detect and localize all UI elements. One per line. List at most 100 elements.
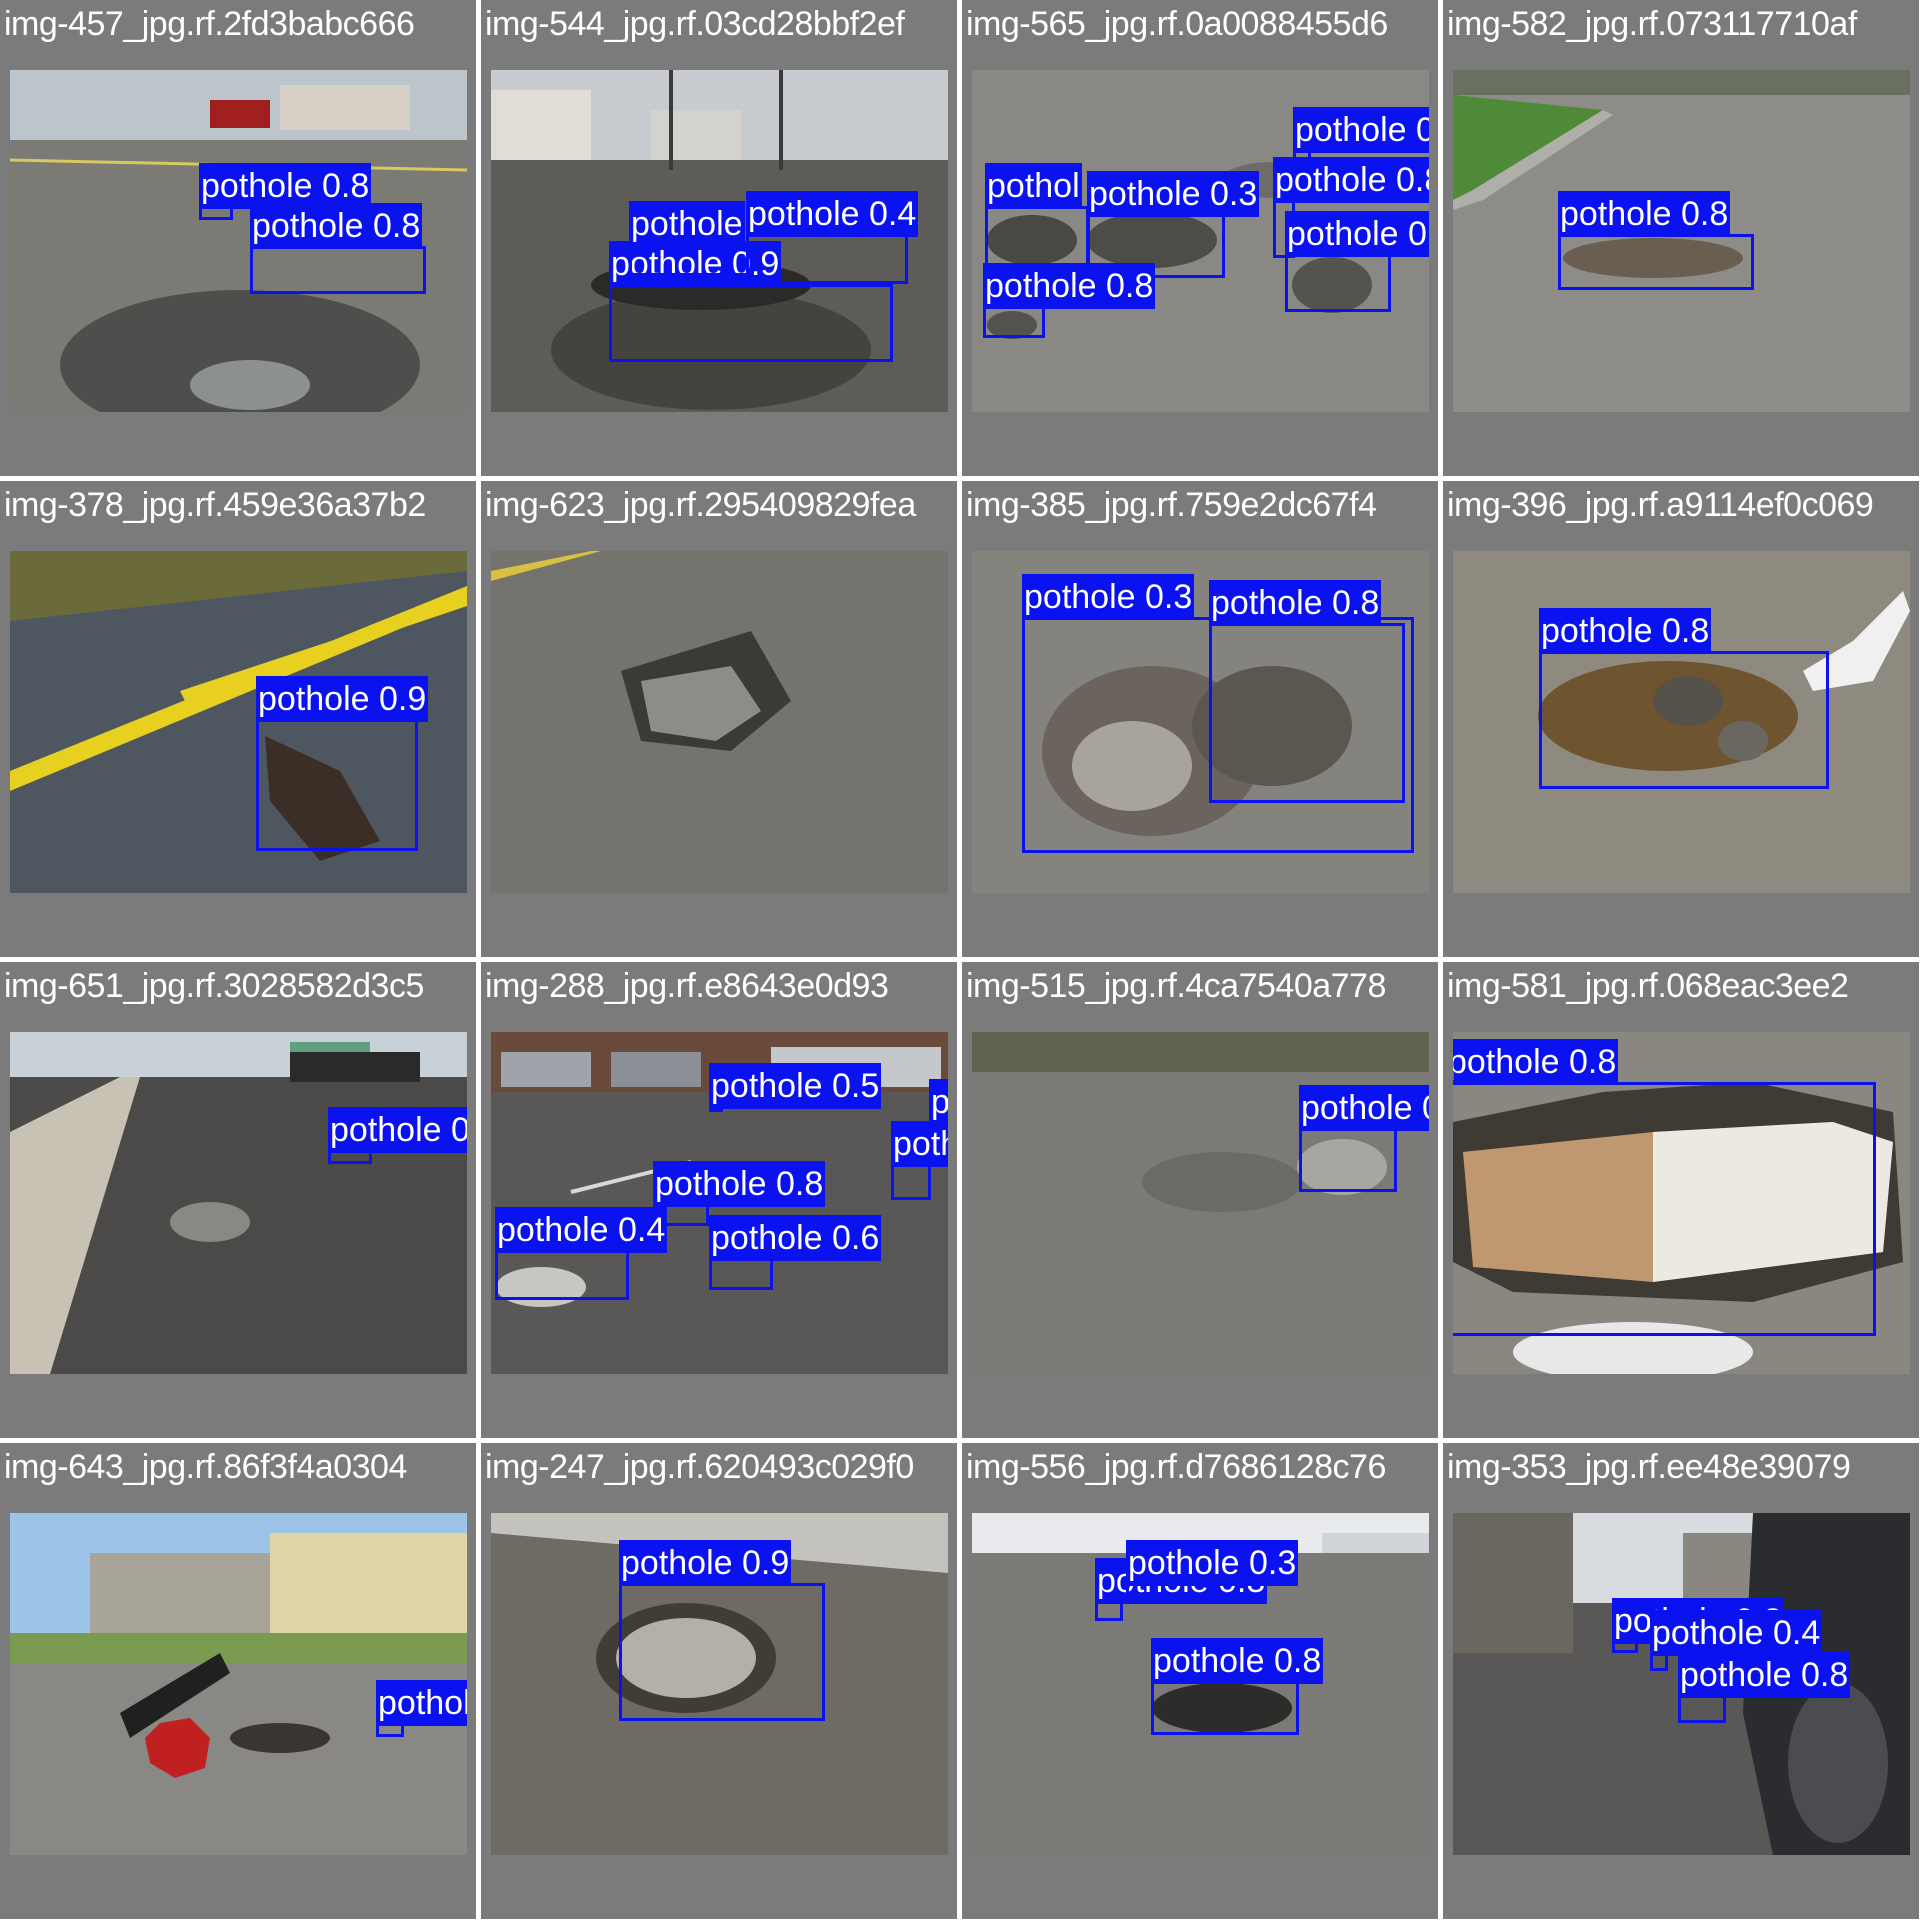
tile-title: img-556_jpg.rf.d7686128c76 [966, 1448, 1386, 1486]
road-photo: pothole 0.4 [10, 1513, 467, 1855]
pothole-detection-box: pothole 0.8 [1209, 580, 1405, 803]
image-tile: img-515_jpg.rf.4ca7540a778 pothole 0.8 [962, 962, 1438, 1438]
image-tile: img-396_jpg.rf.a9114ef0c069 pothole 0.8 [1443, 481, 1919, 957]
road-photo: pothole 0.5 pothole 0.6 pothole 0.3 poth… [491, 1032, 948, 1374]
pothole-detection-box: pothole [629, 201, 753, 276]
image-tile: img-247_jpg.rf.620493c029f0 pothole 0.9 [481, 1443, 957, 1919]
image-tile: img-353_jpg.rf.ee48e39079 pothole 0.8 po… [1443, 1443, 1919, 1919]
detection-label: pothole 0.3 [1126, 1540, 1299, 1586]
image-tile: img-556_jpg.rf.d7686128c76 pothole 0.8 p… [962, 1443, 1438, 1919]
pothole-detection-box: pothole 0.4 [746, 191, 919, 284]
tile-title: img-378_jpg.rf.459e36a37b2 [4, 486, 426, 524]
road-photo: pothole 0.9 [491, 1513, 948, 1855]
road-photo: pothole 0.8 [1453, 551, 1910, 893]
road-photo: pothole 0.8 pothole 0.8 pothole 0.8 poth… [972, 70, 1429, 412]
pothole-detection-box: pothole 0.8 [1285, 211, 1429, 312]
detection-label: pothole 0.9 [256, 676, 429, 722]
pothole-detection-box: pothole 0.6 [328, 1107, 467, 1164]
tile-title: img-353_jpg.rf.ee48e39079 [1447, 1448, 1851, 1486]
road-photo: pothole 0.8 pothole 0.4 pothole 0.8 [1453, 1513, 1910, 1855]
road-photo: pothole 0.8 [1453, 70, 1910, 412]
detection-label: pothole 0.8 [1678, 1652, 1851, 1698]
pothole-detection-box: pothole 0.9 [609, 241, 893, 362]
detection-label: pothole 0.8 [1558, 191, 1731, 237]
pothole-detection-box: pothole 0.8 [1151, 1638, 1324, 1735]
pothole-detection-box: pothole 0.3 [891, 1121, 948, 1200]
detection-label: pothole [629, 201, 745, 247]
pothole-detection-box: pothole 0.4 [376, 1680, 467, 1737]
tile-title: img-385_jpg.rf.759e2dc67f4 [966, 486, 1377, 524]
pothole-detection-box: pothole 0.8 [1453, 1039, 1876, 1336]
tile-title: img-582_jpg.rf.073117710af [1447, 5, 1857, 43]
detection-label: pothole 0.6 [709, 1215, 882, 1261]
image-tile: img-651_jpg.rf.3028582d3c5 pothole 0.6 [0, 962, 476, 1438]
detection-label: pothole 0.8 [1293, 107, 1429, 153]
detection-label: pothole 0.8 [653, 1161, 826, 1207]
tile-title: img-651_jpg.rf.3028582d3c5 [4, 967, 424, 1005]
road-photo [491, 551, 948, 893]
detection-label: pothole 0.8 [1273, 157, 1429, 203]
road-photo: pothole 0.8 [972, 1032, 1429, 1374]
detection-label: pothole 0.8 [1539, 608, 1712, 654]
detection-label: pothole 0.8 [1453, 1039, 1619, 1085]
detection-label: pothole 0.8 [250, 203, 423, 249]
detection-label: pothol [985, 163, 1082, 209]
road-photo: pothole 0.8 [1453, 1032, 1910, 1374]
image-tile: img-385_jpg.rf.759e2dc67f4 pothole 0.3 p… [962, 481, 1438, 957]
detection-label: pothole 0.3 [891, 1121, 948, 1167]
detection-label: pothole 0.8 [1299, 1085, 1429, 1131]
detection-label: pothole 0.8 [1285, 211, 1429, 257]
image-tile: img-288_jpg.rf.e8643e0d93 pothole 0.5 po… [481, 962, 957, 1438]
detection-label: pothole 0.3 [1087, 171, 1260, 217]
pothole-detection-box: pothole 0.3 [1126, 1540, 1299, 1597]
detection-label: pothole 0.8 [199, 163, 372, 209]
detection-label: pothole 0.6 [328, 1107, 467, 1153]
tile-title: img-623_jpg.rf.295409829fea [485, 486, 916, 524]
pothole-detection-box: pothole 0.3 [1087, 171, 1260, 278]
tile-title: img-457_jpg.rf.2fd3babc666 [4, 5, 415, 43]
detection-label: pothole 0.5 [709, 1063, 882, 1109]
detection-label: pothole 0.9 [619, 1540, 792, 1586]
pothole-detection-box: pothole 0.6 [709, 1215, 882, 1290]
road-photo: pothole 0.6 [10, 1032, 467, 1374]
tile-title: img-515_jpg.rf.4ca7540a778 [966, 967, 1386, 1005]
pothole-detection-box: pothole 0.8 [250, 203, 426, 294]
road-photo: pothole 0.8 pothole 0.8 [10, 70, 467, 412]
tile-title: img-643_jpg.rf.86f3f4a0304 [4, 1448, 407, 1486]
pothole-detection-box: pothole 0.8 [653, 1161, 826, 1226]
road-photo: pothole 0.3 pothole 0.8 [972, 551, 1429, 893]
image-tile: img-544_jpg.rf.03cd28bbf2ef pothole 0.9 … [481, 0, 957, 476]
detection-label: pothole 0.4 [376, 1680, 467, 1726]
pothole-detection-box: pothole 0.8 [1539, 608, 1829, 789]
pothole-detection-box: pothole 0.4 [1650, 1610, 1823, 1671]
detection-label: pothole 0.4 [746, 191, 919, 237]
pothole-detection-box: pothole 0.8 [1273, 157, 1429, 258]
detection-label: pothole 0.8 [983, 263, 1156, 309]
detection-label: pothole 0.3 [1022, 574, 1195, 620]
image-tile: img-643_jpg.rf.86f3f4a0304 pothole 0.4 [0, 1443, 476, 1919]
pothole-detection-box: pothole 0.8 [1678, 1652, 1851, 1723]
detection-label: pothole 0.4 [1650, 1610, 1823, 1656]
pothole-detection-box: pothole 0.8 [983, 263, 1156, 338]
pothole-detection-box: pothole 0.8 [1612, 1598, 1785, 1653]
pothole-detection-box: pothole 0.9 [619, 1540, 825, 1721]
pothole-detection-box: pothole 0.4 [495, 1207, 668, 1300]
image-tile: img-565_jpg.rf.0a0088455d6 pothole 0.8 p… [962, 0, 1438, 476]
tile-title: img-581_jpg.rf.068eac3ee2 [1447, 967, 1849, 1005]
detection-label: pothole 0.8 [1151, 1638, 1324, 1684]
tile-title: img-565_jpg.rf.0a0088455d6 [966, 5, 1388, 43]
pothole-detection-box: pothole 0.8 [1095, 1558, 1268, 1621]
image-tile: img-581_jpg.rf.068eac3ee2 pothole 0.8 [1443, 962, 1919, 1438]
road-photo: pothole 0.8 pothole 0.3 pothole 0.8 [972, 1513, 1429, 1855]
pothole-detection-box: pothole 0.8 [1299, 1085, 1429, 1192]
tile-title: img-288_jpg.rf.e8643e0d93 [485, 967, 889, 1005]
image-tile: img-582_jpg.rf.073117710af pothole 0.8 [1443, 0, 1919, 476]
detection-label: pothole 0.8 [1209, 580, 1382, 626]
pothole-detection-box: pothole 0.8 [199, 163, 372, 220]
image-tile: img-457_jpg.rf.2fd3babc666 pothole 0.8 p… [0, 0, 476, 476]
tile-title: img-396_jpg.rf.a9114ef0c069 [1447, 486, 1874, 524]
image-tile: img-378_jpg.rf.459e36a37b2 pothole 0.9 [0, 481, 476, 957]
pothole-detection-box: pothole 0.9 [256, 676, 429, 851]
road-photo: pothole 0.9 pothole pothole 0.4 [491, 70, 948, 412]
